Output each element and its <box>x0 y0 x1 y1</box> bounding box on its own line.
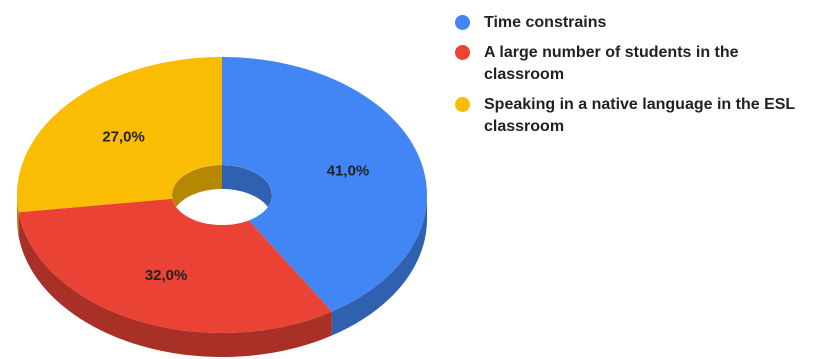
hole-walls <box>172 165 272 219</box>
legend-label-1: A large number of students in the classr… <box>484 44 739 83</box>
pie-slice-0 <box>222 57 427 312</box>
legend-swatch-2 <box>455 97 470 112</box>
pie-slice-1 <box>18 198 332 333</box>
hole-wall-0 <box>222 165 272 219</box>
hole-wall-2 <box>172 165 222 219</box>
legend-item-0: Time constrains <box>455 12 823 34</box>
donut-chart: 41,0% 32,0% 27,0% <box>17 57 427 357</box>
pie-slice-2 <box>17 57 222 213</box>
data-labels: 41,0% 32,0% 27,0% <box>102 129 369 284</box>
data-label-1: 32,0% <box>145 267 188 284</box>
slice-side-0 <box>331 195 427 336</box>
data-label-2: 27,0% <box>102 129 145 146</box>
chart-legend: Time constrains A large number of student… <box>455 12 823 146</box>
legend-item-1: A large number of students in the classr… <box>455 42 823 86</box>
legend-label-0: Time constrains <box>484 14 607 31</box>
legend-item-2: Speaking in a native language in the ESL… <box>455 94 823 138</box>
data-label-0: 41,0% <box>327 162 370 179</box>
legend-swatch-0 <box>455 15 470 30</box>
slice-side-1 <box>18 212 332 357</box>
donut-sides <box>17 195 427 357</box>
slice-side-2 <box>17 195 19 237</box>
legend-swatch-1 <box>455 45 470 60</box>
donut-top <box>17 57 427 333</box>
legend-label-2: Speaking in a native language in the ESL… <box>484 96 795 135</box>
